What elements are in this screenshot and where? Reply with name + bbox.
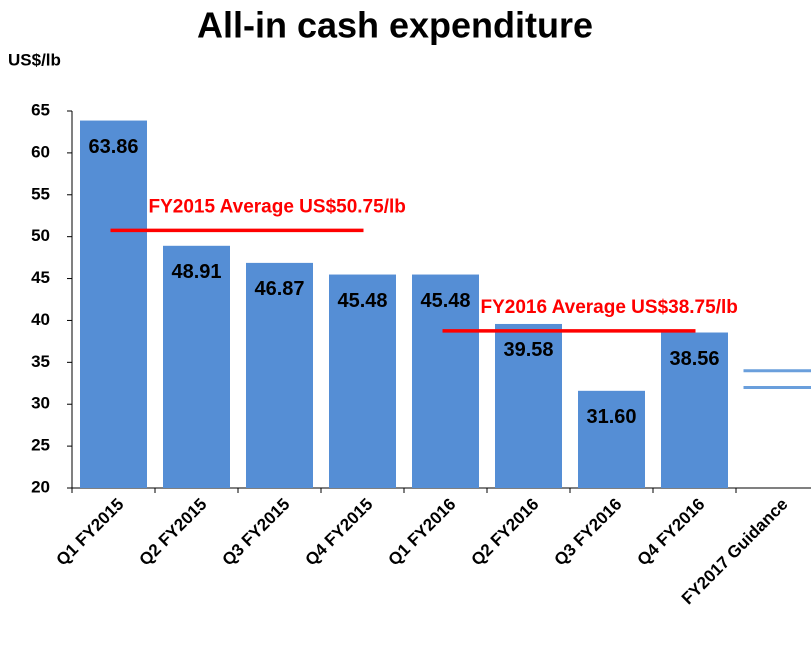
y-tick-label: 20 [31, 477, 50, 496]
y-tick-label: 50 [31, 226, 50, 245]
data-label: 45.48 [420, 290, 470, 312]
x-tick-label: Q3 FY2015 [219, 495, 294, 570]
x-tick-label: Q2 FY2016 [468, 495, 543, 570]
bar [163, 245, 230, 488]
data-label: 63.86 [88, 136, 138, 158]
bar [329, 274, 396, 488]
x-tick-label: Q1 FY2015 [53, 495, 128, 570]
bar [661, 332, 728, 488]
data-label: 39.58 [503, 339, 553, 361]
data-label: 48.91 [171, 261, 221, 283]
y-tick-label: 35 [31, 352, 50, 371]
y-tick-label: 30 [31, 394, 50, 413]
average-label: FY2016 Average US$38.75/lb [481, 297, 738, 318]
bar [246, 262, 313, 488]
y-tick-label: 55 [31, 184, 50, 203]
bar [578, 390, 645, 488]
data-label: 31.60 [586, 406, 636, 428]
bar [80, 120, 147, 489]
y-tick-label: 60 [31, 142, 50, 161]
x-tick-label: Q4 FY2016 [634, 495, 709, 570]
bar [495, 323, 562, 488]
y-tick-label: 65 [31, 100, 50, 119]
x-tick-label: Q2 FY2015 [136, 495, 211, 570]
x-tick-label: Q4 FY2015 [302, 495, 377, 570]
data-label: 38.56 [669, 348, 719, 370]
data-label: 45.48 [337, 290, 387, 312]
y-tick-label: 40 [31, 310, 50, 329]
y-axis-label: US$/lb [8, 50, 61, 69]
x-tick-label: Q1 FY2016 [385, 495, 460, 570]
bar [412, 274, 479, 488]
y-tick-label: 25 [31, 436, 50, 455]
y-tick-label: 45 [31, 268, 50, 287]
x-tick-label: Q3 FY2016 [551, 495, 626, 570]
data-label: 46.87 [254, 278, 304, 300]
chart-title: All-in cash expenditure [197, 5, 593, 46]
average-label: FY2015 Average US$50.75/lb [149, 196, 406, 217]
